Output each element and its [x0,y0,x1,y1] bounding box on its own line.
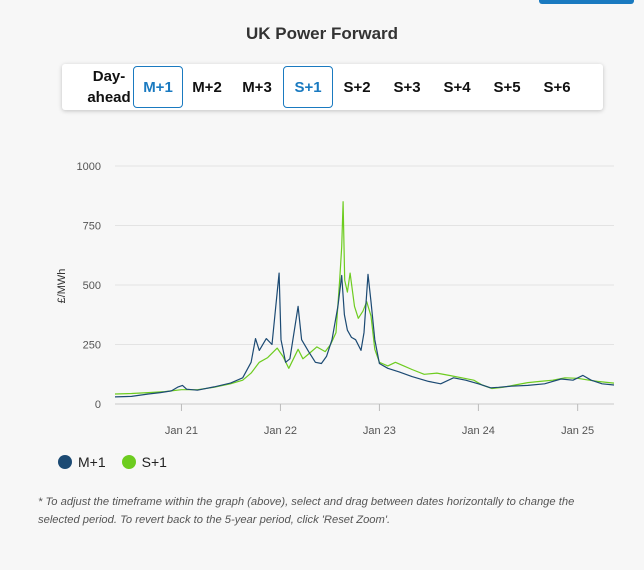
tab-m1[interactable]: M+1 [133,66,183,108]
tab-day-ahead[interactable]: Day-ahead [87,68,131,106]
forward-price-chart[interactable]: 0 250 500 750 1000 Jan 21 Jan 22 Jan 23 Jan 24 J… [0,140,644,450]
y-tick-label: 1000 [77,161,101,173]
legend-item-s1[interactable]: S+1 [121,454,167,470]
x-tick-label: Jan 22 [264,425,297,437]
tab-s5[interactable]: S+5 [493,78,521,96]
tab-bar: Day-ahead M+1 M+2 M+3 S+1 S+2 S+3 S+4 S+… [62,64,603,110]
x-tick-label: Jan 24 [462,425,495,437]
y-tick-label: 250 [83,340,101,352]
zoom-instructions-note: * To adjust the timeframe within the gra… [38,496,575,526]
series-line-s1[interactable] [114,201,615,395]
y-tick-label: 0 [95,399,101,411]
chart-legend: M+1 S+1 [58,454,183,470]
x-tick-label: Jan 21 [165,425,198,437]
y-tick-label: 750 [83,221,101,233]
tab-s3[interactable]: S+3 [393,78,421,96]
x-tick-label: Jan 25 [561,425,594,437]
page-title: UK Power Forward [245,24,399,43]
tab-m2[interactable]: M+2 [192,78,222,96]
tab-s6[interactable]: S+6 [543,78,571,96]
y-axis-label: £/MWh [56,269,68,304]
series-line-m1[interactable] [114,272,615,398]
x-tick-label: Jan 23 [363,425,396,437]
legend-marker-s1 [121,455,136,469]
top-accent-bar [539,0,634,4]
tab-s4[interactable]: S+4 [443,78,471,96]
legend-marker-m1 [58,455,72,469]
legend-label-s1: S+1 [141,454,167,470]
tab-m3[interactable]: M+3 [242,78,272,96]
legend-label-m1: M+1 [78,454,106,470]
y-tick-label: 500 [83,280,101,292]
tab-s2[interactable]: S+2 [343,78,371,96]
legend-item-m1[interactable]: M+1 [58,454,106,470]
tab-s1[interactable]: S+1 [283,66,333,108]
